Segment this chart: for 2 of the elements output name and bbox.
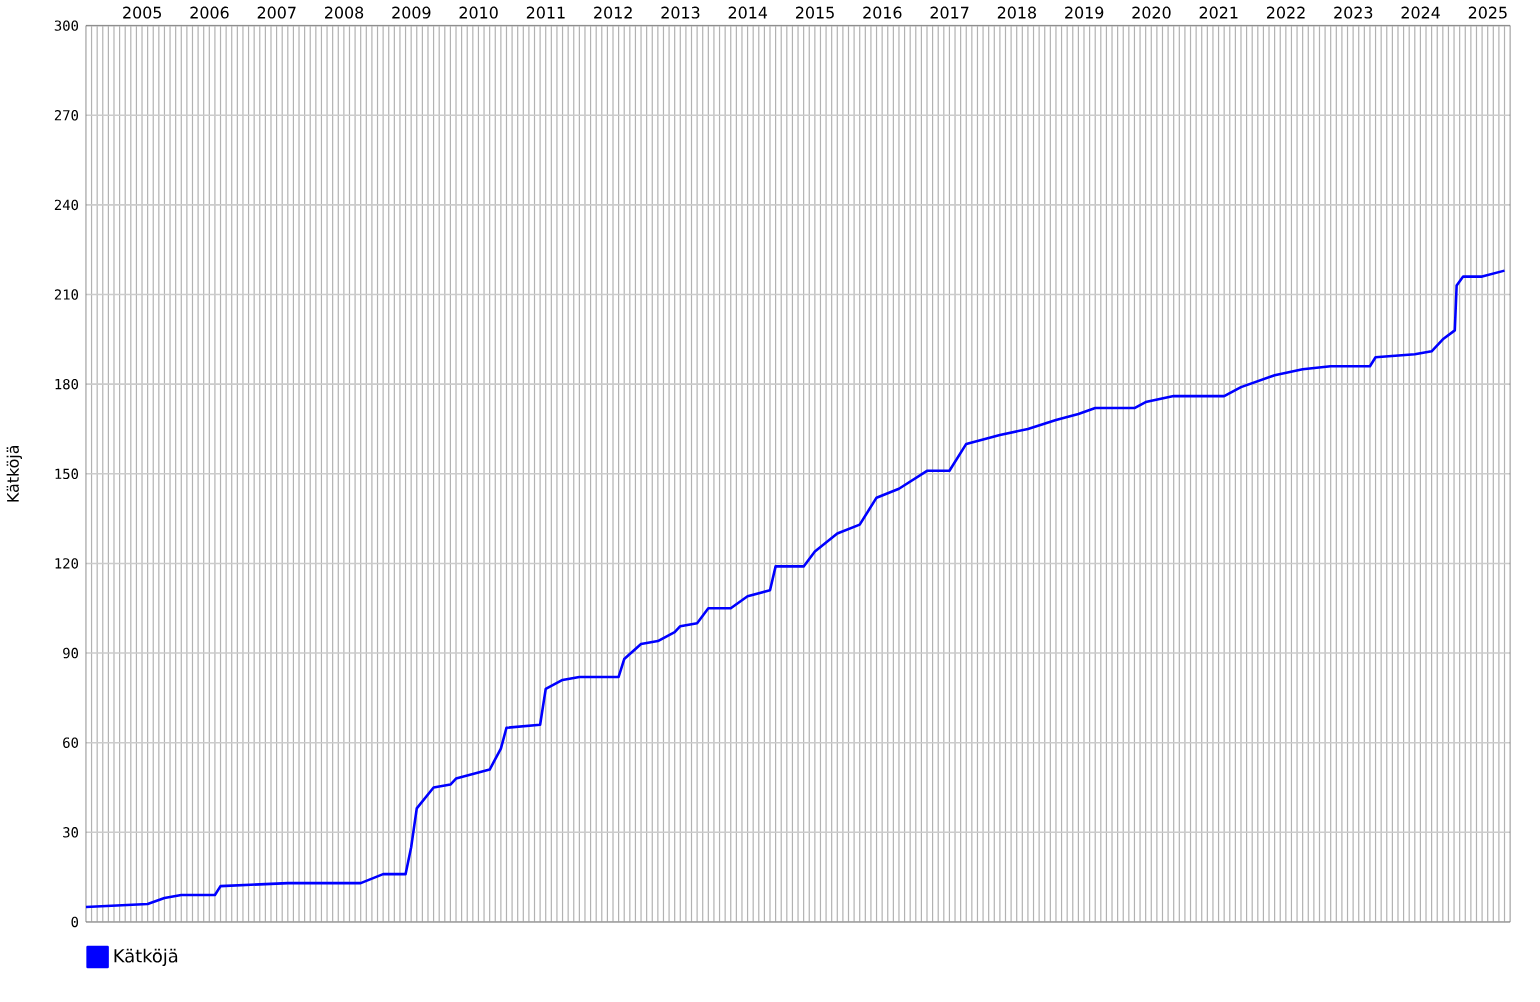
legend-label: Kätköjä	[114, 948, 178, 967]
line-series	[85, 269, 1506, 909]
